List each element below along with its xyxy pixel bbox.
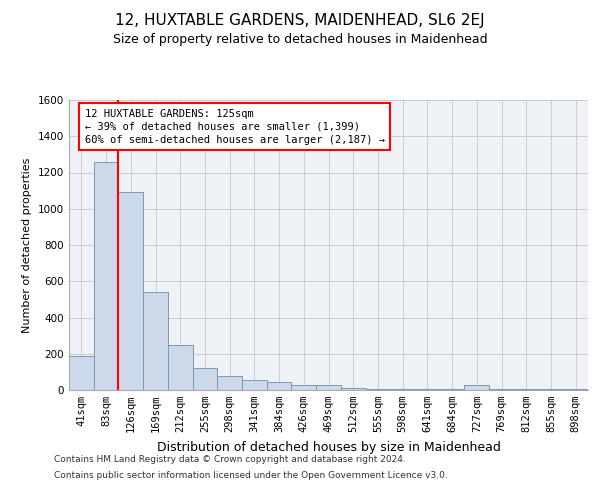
Bar (514, 389, 539, 390)
Bar (365, 389, 390, 390)
Bar (143, 292, 168, 390)
Bar (489, 389, 514, 390)
Text: 12, HUXTABLE GARDENS, MAIDENHEAD, SL6 2EJ: 12, HUXTABLE GARDENS, MAIDENHEAD, SL6 2E… (115, 12, 485, 28)
Text: Contains HM Land Registry data © Crown copyright and database right 2024.: Contains HM Land Registry data © Crown c… (54, 456, 406, 464)
Bar (168, 344, 193, 390)
Bar (69, 356, 94, 390)
Bar (292, 384, 316, 390)
Bar (193, 368, 217, 390)
Text: 12 HUXTABLE GARDENS: 125sqm
← 39% of detached houses are smaller (1,399)
60% of : 12 HUXTABLE GARDENS: 125sqm ← 39% of det… (85, 108, 385, 145)
Bar (316, 386, 341, 390)
Y-axis label: Number of detached properties: Number of detached properties (22, 158, 32, 332)
X-axis label: Distribution of detached houses by size in Maidenhead: Distribution of detached houses by size … (157, 440, 500, 454)
Text: Contains public sector information licensed under the Open Government Licence v3: Contains public sector information licen… (54, 470, 448, 480)
Bar (242, 380, 267, 390)
Bar (94, 162, 118, 390)
Bar (217, 376, 242, 390)
Bar (464, 386, 489, 390)
Bar (440, 389, 464, 390)
Bar (563, 389, 588, 390)
Bar (539, 389, 563, 390)
Bar (390, 389, 415, 390)
Bar (118, 192, 143, 390)
Bar (415, 389, 440, 390)
Text: Size of property relative to detached houses in Maidenhead: Size of property relative to detached ho… (113, 32, 487, 46)
Bar (267, 382, 292, 390)
Bar (341, 388, 365, 390)
